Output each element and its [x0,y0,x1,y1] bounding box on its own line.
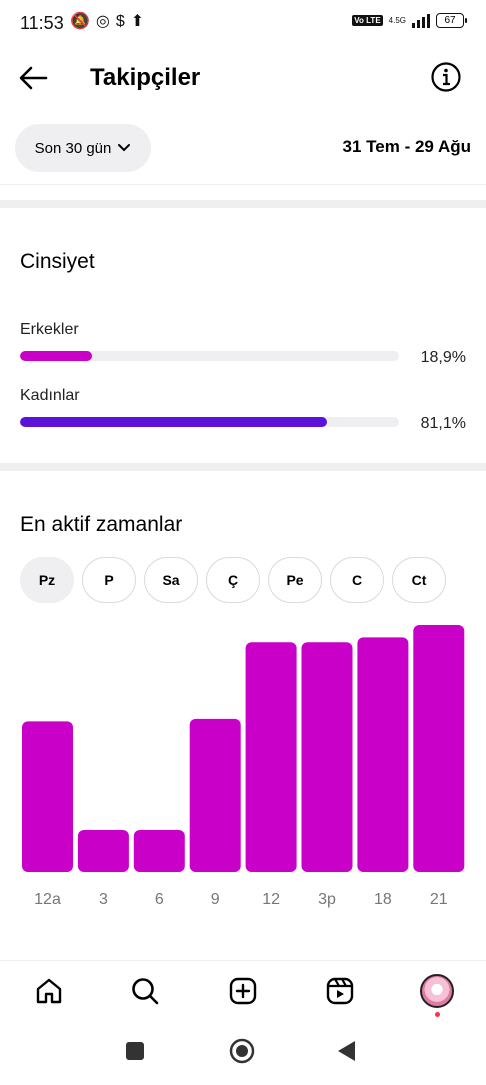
gender-label-male: Erkekler [20,321,79,338]
date-range: 31 Tem - 29 Ağu [342,137,471,156]
period-dropdown[interactable]: Son 30 gün [15,124,151,172]
x-tick-label: 9 [211,891,220,908]
active-times-title: En aktif zamanlar [20,513,183,536]
status-bar: 11:53 🔕 ◎ $ ⬆ Vo LTE 4.5G 67 [0,0,486,48]
x-tick-label: 3p [318,891,336,908]
x-tick-label: 12 [262,891,280,908]
x-tick-label: 21 [430,891,448,908]
day-pill[interactable]: Sa [144,557,198,603]
female-percent: 81,1% [420,415,466,432]
bottom-navigation [0,960,486,1025]
status-right: Vo LTE 4.5G 67 [352,13,467,28]
network-type: 4.5G [388,15,406,25]
signal-icon [412,13,430,28]
chart-bar[interactable] [413,625,465,872]
male-progress-track [20,351,399,361]
gender-section-title: Cinsiyet [20,250,95,273]
battery-icon: 67 [436,13,467,28]
page-title: Takipçiler [90,64,201,91]
day-pill[interactable]: C [330,557,384,603]
home-icon[interactable] [33,975,65,1007]
status-time: 11:53 [20,13,64,33]
day-pill[interactable]: Ct [392,557,446,603]
chart-bar[interactable] [22,721,73,872]
active-times-chart: 12a 3 6 9 12 3p 18 21 [22,625,465,908]
section-separator [0,463,486,471]
gender-label-female: Kadınlar [20,387,80,404]
chart-bar[interactable] [301,642,353,872]
mute-notification-icon: 🔕 [70,13,90,30]
chart-bar[interactable] [357,637,409,872]
day-pill[interactable]: Ç [206,557,260,603]
info-button[interactable] [430,61,462,93]
x-tick-label: 3 [99,891,108,908]
x-tick-label: 18 [374,891,392,908]
day-pill[interactable]: P [82,557,136,603]
female-progress-track [20,417,399,427]
chart-bar[interactable] [189,718,241,872]
back-arrow-icon [19,66,48,90]
system-navigation-bar [0,1024,486,1080]
male-progress-fill [20,351,92,361]
dollar-icon: $ [115,13,125,30]
back-button[interactable] [338,1041,355,1061]
x-tick-label: 12a [34,891,61,908]
status-icons: 🔕 ◎ $ ⬆ [70,12,144,32]
back-button[interactable] [16,60,52,96]
create-icon[interactable] [227,975,259,1007]
search-icon[interactable] [129,975,161,1007]
divider [0,184,486,185]
profile-avatar[interactable] [420,974,454,1008]
chart-bar[interactable] [245,642,297,872]
volte-icon: Vo LTE [352,15,383,26]
upload-icon: ⬆ [130,13,145,30]
day-pill[interactable]: Pe [268,557,322,603]
period-label: Son 30 gün [34,139,112,157]
x-tick-label: 6 [155,891,164,908]
chart-bar[interactable] [77,830,129,872]
chart-bar[interactable] [133,830,185,872]
whatsapp-icon: ◎ [95,13,110,30]
reels-icon[interactable] [324,975,356,1007]
day-selector: Pz P Sa Ç Pe C Ct [20,557,446,603]
home-button[interactable] [229,1038,255,1064]
chevron-down-icon [118,144,131,152]
recents-button[interactable] [126,1042,144,1060]
section-separator [0,200,486,208]
info-icon [431,62,461,92]
male-percent: 18,9% [420,349,466,366]
day-pill[interactable]: Pz [20,557,74,603]
notification-dot [435,1012,440,1017]
female-progress-fill [20,417,328,427]
